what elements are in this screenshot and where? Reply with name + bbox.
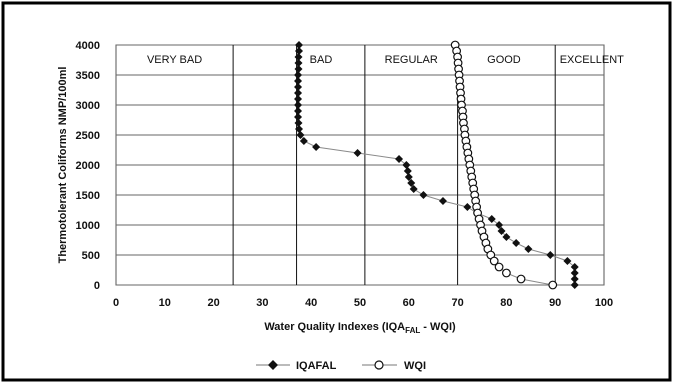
x-tick-label: 30 [256, 297, 268, 309]
x-axis-title: Water Quality Indexes (IQAFAL - WQI) [264, 321, 456, 335]
point-iqafal [294, 71, 303, 79]
y-tick-label: 1000 [76, 220, 100, 232]
point-iqafal [295, 47, 303, 55]
x-axis-title-prefix: Water Quality Indexes (IQA [264, 321, 405, 333]
point-iqafal [294, 65, 303, 73]
point-iqafal [294, 59, 303, 67]
y-axis-title: Thermotolerant Coliforms NMP/100ml [57, 67, 69, 264]
y-tick-label: 2500 [76, 130, 100, 142]
y-tick-label: 3000 [76, 100, 100, 112]
region-label: BAD [310, 54, 333, 66]
legend: IQAFAL WQI [256, 360, 426, 372]
point-iqafal [402, 161, 411, 169]
region-label: REGULAR [385, 54, 438, 66]
point-iqafal [407, 179, 416, 187]
data-series [294, 40, 579, 290]
point-iqafal [294, 83, 303, 91]
x-axis-title-subscript: FAL [405, 326, 420, 335]
point-iqafal [438, 197, 447, 205]
x-tick-label: 20 [207, 297, 219, 309]
point-iqafal [295, 125, 303, 133]
point-wqi [548, 280, 558, 290]
point-iqafal [294, 77, 303, 85]
y-tick-labels: 0 500 1000 1500 2000 2500 3000 3500 4000 [76, 40, 100, 292]
point-iqafal [299, 137, 308, 145]
grid-lines [116, 44, 604, 286]
region-label: VERY BAD [147, 54, 202, 66]
point-iqafal [294, 101, 303, 109]
x-tick-label: 0 [113, 297, 119, 309]
point-iqafal [419, 191, 428, 199]
point-iqafal [546, 251, 555, 259]
point-iqafal [294, 119, 303, 127]
point-iqafal [295, 41, 303, 49]
point-iqafal [512, 239, 521, 247]
point-wqi [494, 262, 504, 272]
region-label: GOOD [487, 54, 521, 66]
legend-diamond-icon [268, 360, 278, 370]
point-iqafal [570, 263, 579, 271]
x-tick-label: 70 [451, 297, 463, 309]
point-iqafal [294, 113, 303, 121]
point-iqafal [294, 53, 303, 61]
point-wqi [516, 274, 526, 284]
point-iqafal [570, 281, 579, 289]
point-iqafal [495, 221, 504, 229]
x-tick-label: 90 [549, 297, 561, 309]
x-tick-label: 60 [403, 297, 415, 309]
x-tick-label: 50 [354, 297, 366, 309]
point-iqafal [296, 131, 305, 139]
point-iqafal [312, 143, 321, 151]
point-iqafal [563, 257, 572, 265]
point-iqafal [570, 269, 579, 277]
point-iqafal [524, 245, 533, 253]
point-iqafal [570, 275, 579, 283]
point-iqafal [294, 89, 303, 97]
x-tick-labels: 0 10 20 30 40 50 60 70 80 90 100 [113, 297, 613, 309]
point-iqafal [404, 173, 413, 181]
point-iqafal [497, 227, 506, 235]
point-iqafal [403, 167, 412, 175]
x-tick-label: 100 [595, 297, 613, 309]
y-tick-label: 1500 [76, 190, 100, 202]
point-iqafal [487, 215, 496, 223]
x-axis-title-suffix: - WQI) [420, 321, 456, 333]
point-iqafal [463, 203, 472, 211]
point-iqafal [395, 155, 404, 163]
region-label: EXCELLENT [560, 54, 624, 66]
point-iqafal [502, 233, 511, 241]
point-iqafal [294, 107, 303, 115]
y-tick-label: 4000 [76, 40, 100, 52]
point-iqafal [353, 149, 362, 157]
point-wqi [502, 268, 511, 278]
point-iqafal [409, 185, 418, 193]
quality-regions: VERY BAD BAD REGULAR GOOD EXCELLENT [147, 45, 624, 285]
x-tick-label: 10 [159, 297, 171, 309]
legend-label-wqi: WQI [404, 360, 426, 372]
legend-label-iqafal: IQAFAL [296, 360, 337, 372]
y-tick-label: 500 [82, 250, 100, 262]
y-tick-label: 3500 [76, 70, 100, 82]
point-iqafal [294, 95, 303, 103]
x-tick-label: 40 [305, 297, 317, 309]
legend-circle-icon [374, 360, 384, 370]
y-tick-label: 0 [94, 280, 100, 292]
point-wqi [489, 256, 499, 266]
x-tick-label: 80 [500, 297, 512, 309]
y-tick-label: 2000 [76, 160, 100, 172]
